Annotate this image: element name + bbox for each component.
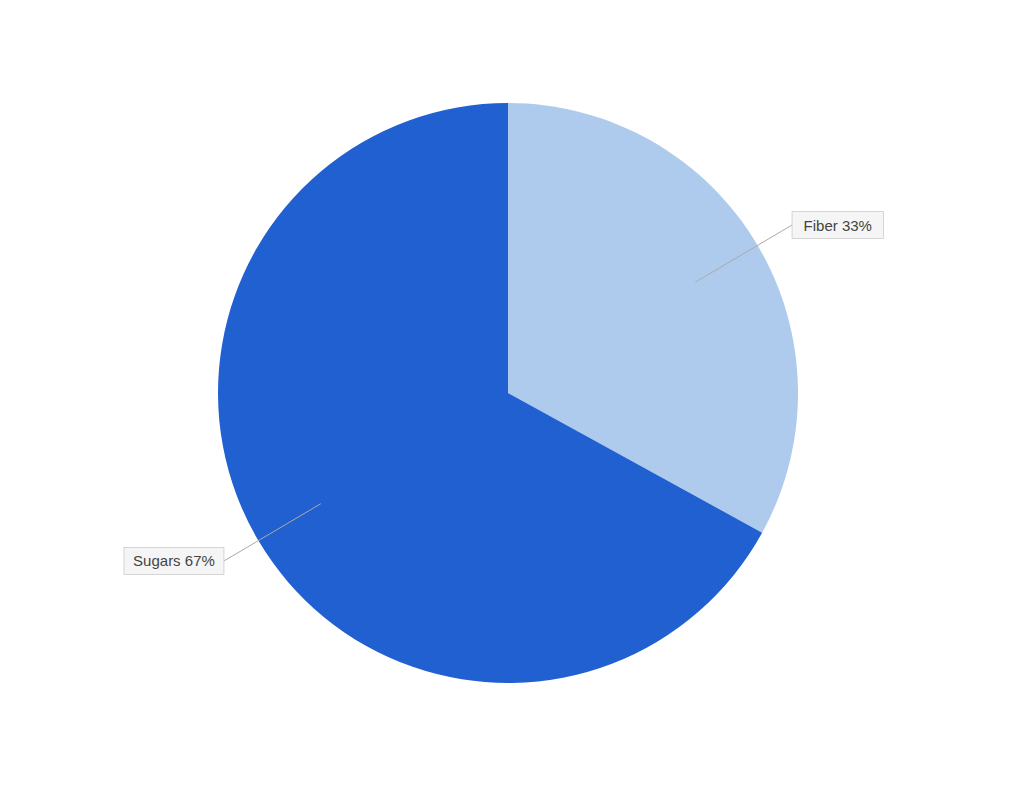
svg-text:Fiber 33%: Fiber 33% [804,217,872,234]
svg-text:Sugars 67%: Sugars 67% [133,552,215,569]
